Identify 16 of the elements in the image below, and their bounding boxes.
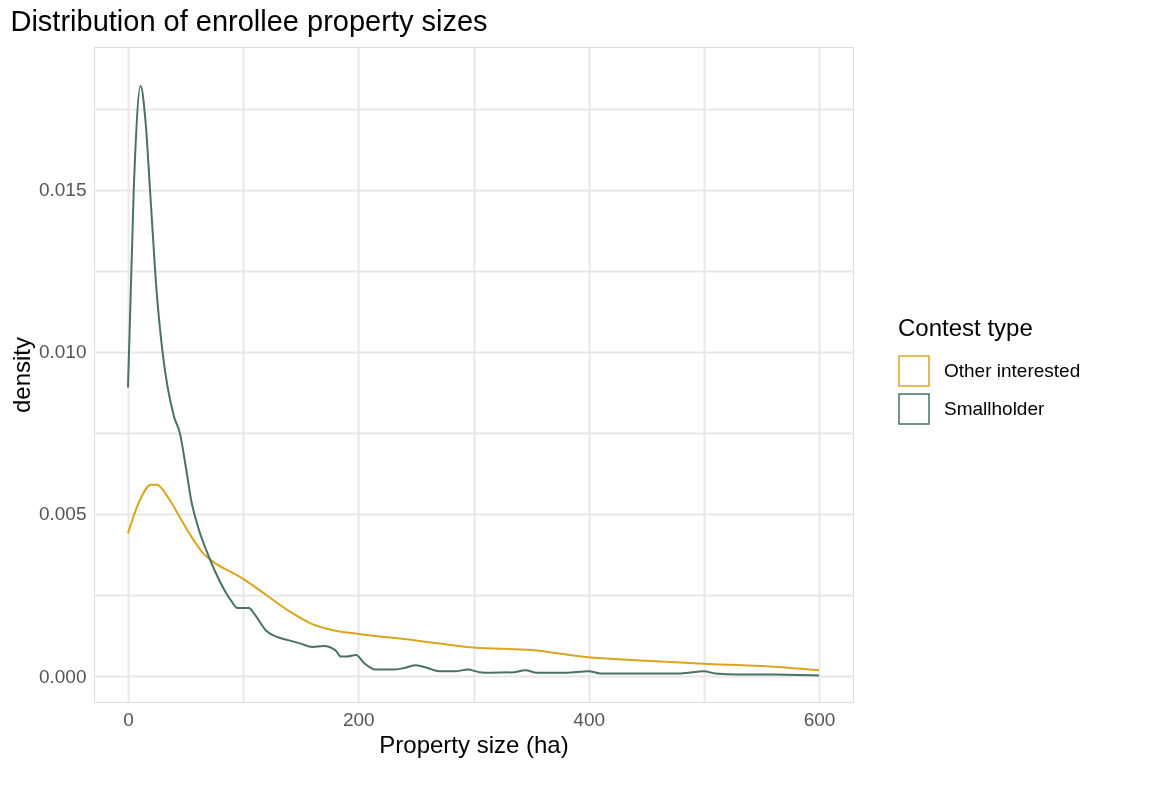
line-series [126, 84, 821, 677]
legend-label: Other interested [944, 360, 1081, 381]
legend-title: Contest type [898, 314, 1033, 341]
y-tick-label: 0.005 [38, 503, 87, 525]
y-tick-label: 0.010 [38, 341, 87, 363]
line-series [126, 483, 821, 672]
y-axis-title: density [7, 336, 35, 414]
x-tick-label: 400 [573, 708, 606, 730]
chart-title: Distribution of enrollee property sizes [10, 5, 488, 37]
legend-label: Smallholder [944, 398, 1045, 419]
x-tick-label: 600 [803, 708, 836, 730]
y-tick-label: 0.015 [38, 179, 87, 201]
y-tick-label: 0.000 [38, 665, 87, 687]
x-tick-label: 200 [342, 708, 375, 730]
x-axis-title: Property size (ha) [379, 730, 569, 758]
x-tick-label: 0 [123, 708, 134, 730]
